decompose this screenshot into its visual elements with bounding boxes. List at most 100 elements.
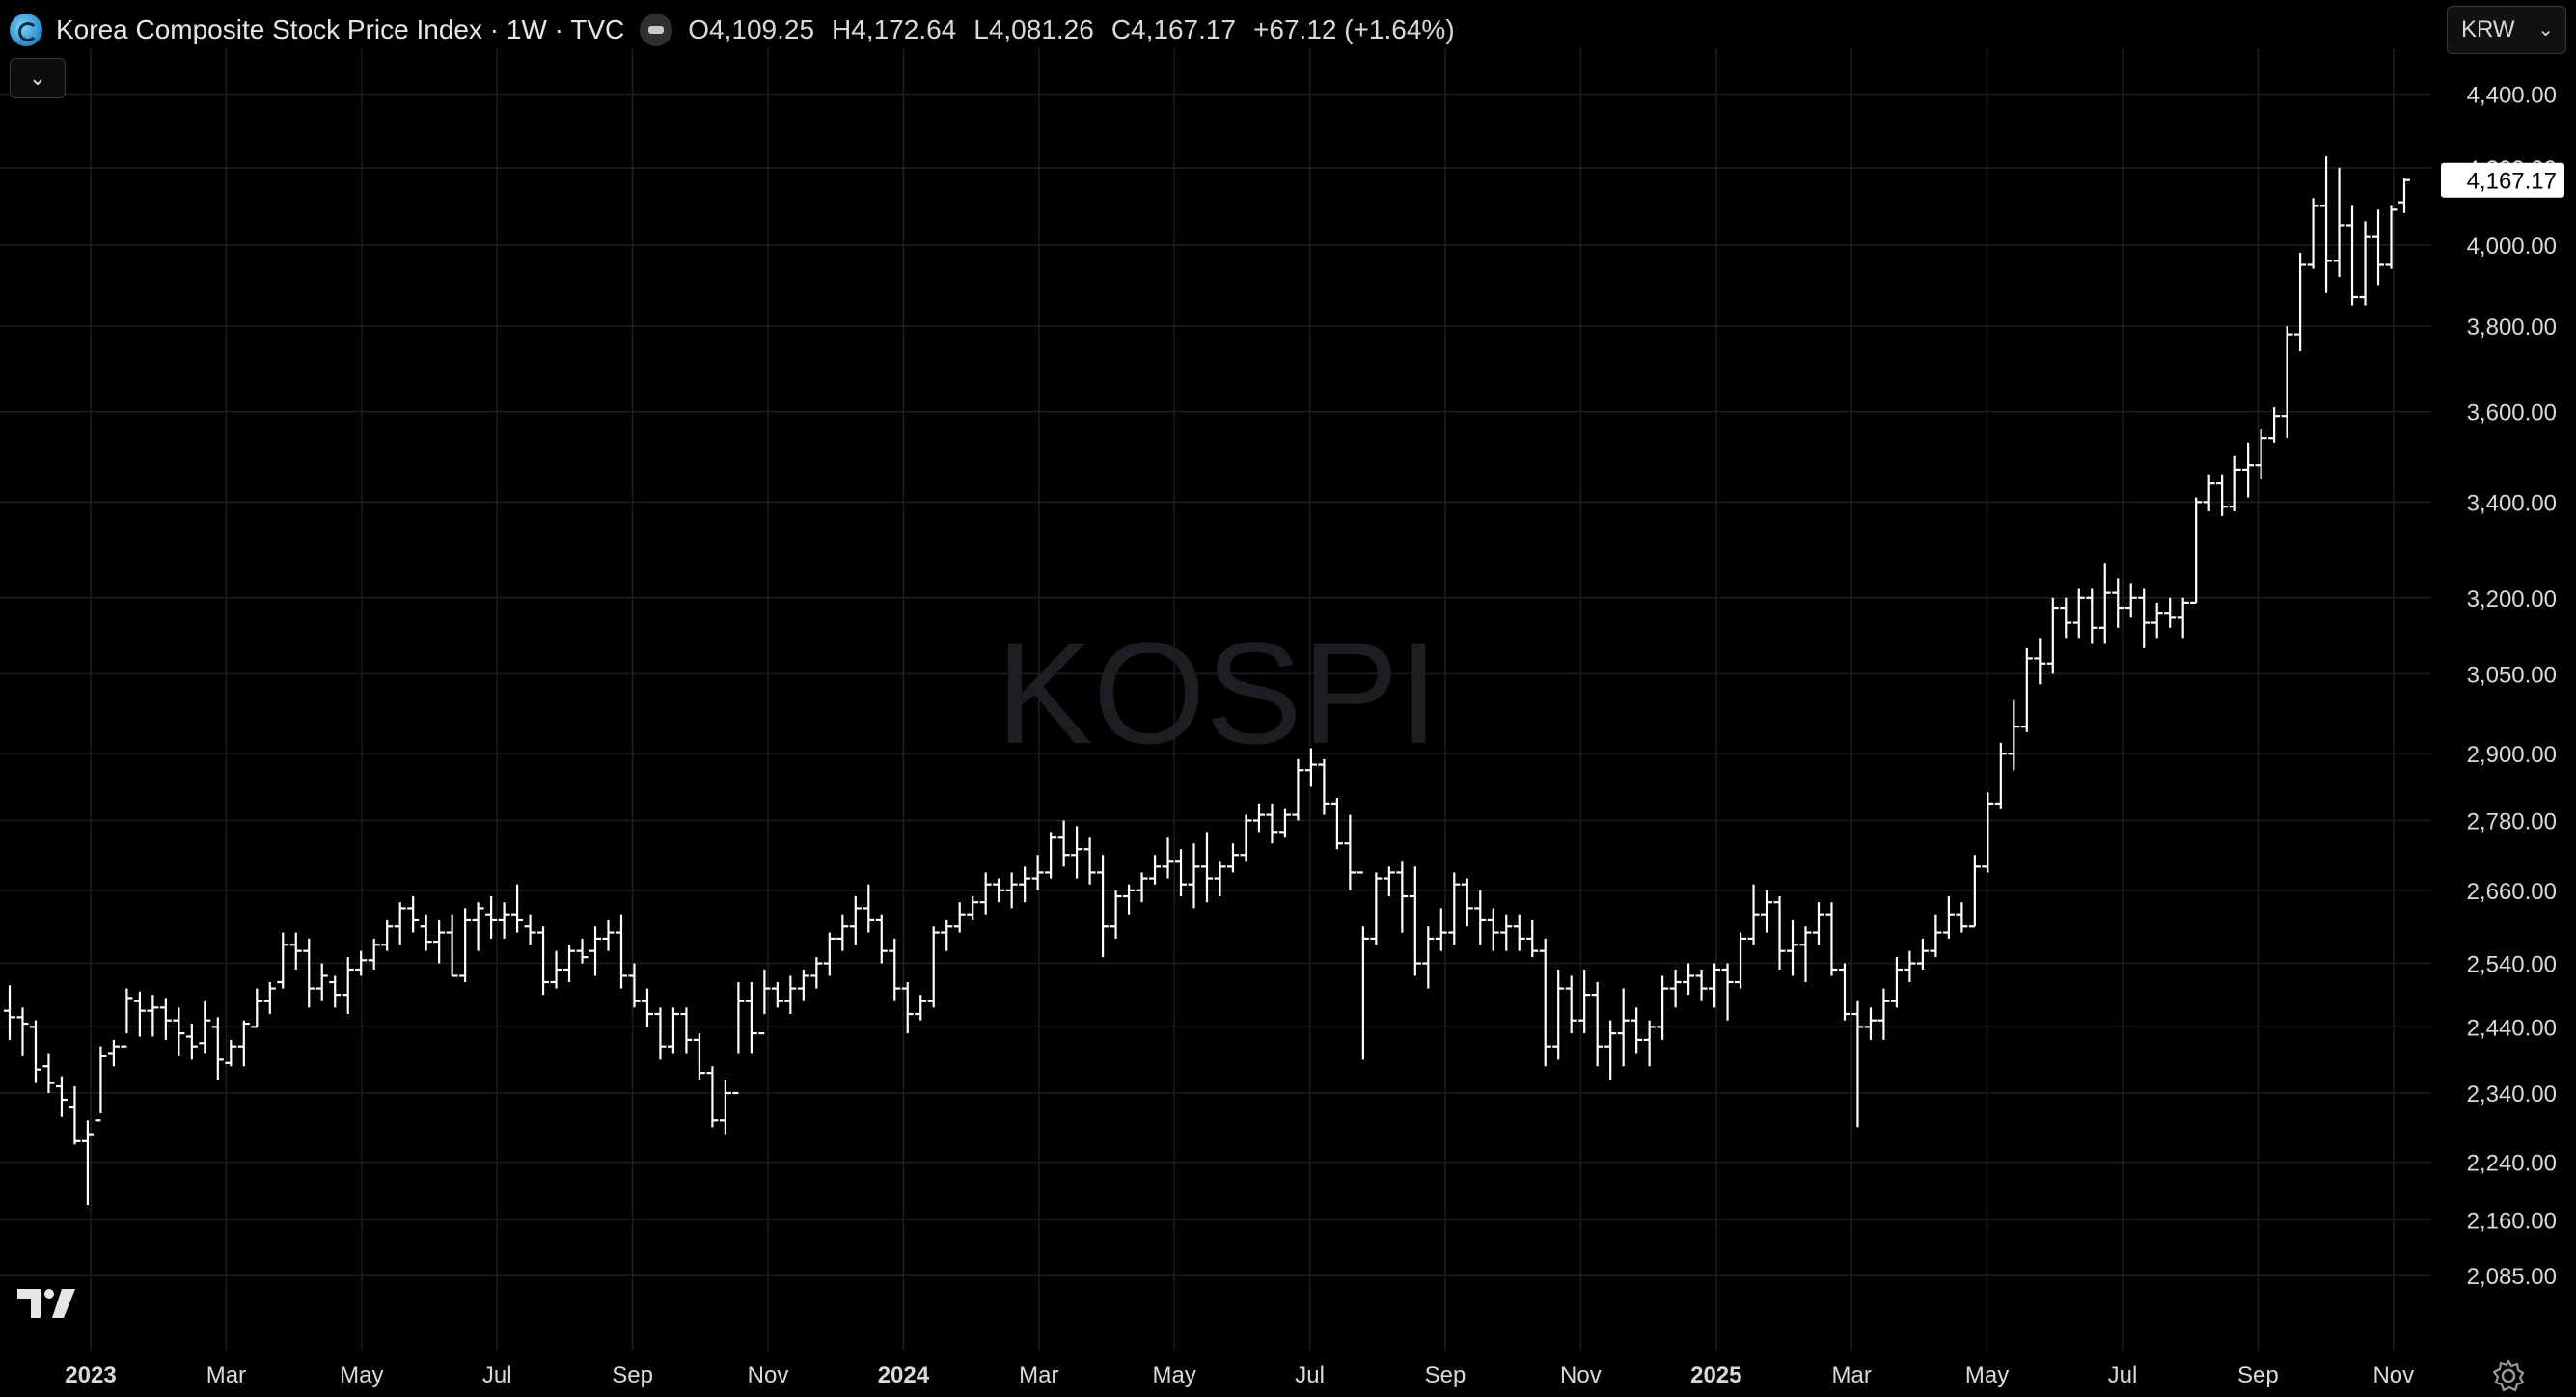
ohlc-bar — [2177, 597, 2189, 639]
ohlc-bar — [2060, 597, 2072, 639]
ohlc-bar — [1474, 890, 1487, 945]
chevron-down-icon: ⌄ — [28, 66, 47, 90]
ohlc-bar — [95, 1046, 107, 1122]
ohlc-bar — [1409, 866, 1421, 976]
x-tick-label: May — [1153, 1362, 1196, 1388]
market-status-icon[interactable] — [640, 14, 673, 46]
ohlc-bar — [159, 998, 172, 1040]
ohlc-bar — [889, 938, 901, 1001]
y-tick-label: 4,000.00 — [2467, 233, 2557, 260]
ohlc-bar — [1266, 803, 1278, 844]
ohlc-bar — [602, 919, 615, 951]
ohlc-bar — [1071, 826, 1083, 879]
y-tick-label: 4,400.00 — [2467, 83, 2557, 109]
last-price-badge — [2441, 162, 2564, 198]
ohlc-bar — [758, 969, 771, 1035]
ohlc-bar — [173, 1007, 185, 1056]
ohlc-bar — [1787, 919, 1799, 976]
y-tick-label: 2,540.00 — [2467, 952, 2557, 978]
ohlc-bar — [1904, 950, 1916, 983]
close-value: C4,167.17 — [1110, 14, 1237, 44]
ohlc-bar — [1942, 896, 1955, 939]
ohlc-bar — [2359, 221, 2371, 306]
x-tick-label: 2024 — [878, 1362, 930, 1388]
ohlc-bar — [2072, 588, 2085, 639]
ohlc-bar — [641, 988, 653, 1027]
ohlc-bar — [1539, 938, 1551, 1067]
ohlc-bar — [2346, 205, 2359, 306]
ohlc-bar — [915, 995, 927, 1021]
ohlc-bar — [1773, 896, 1786, 970]
collapse-legend-button[interactable]: ⌄ — [10, 58, 66, 98]
ohlc-bar — [1956, 902, 1968, 933]
currency-label: KRW — [2461, 16, 2515, 42]
ohlc-bar — [1123, 884, 1136, 915]
ohlc-bar — [225, 1039, 237, 1067]
ohlc-bar — [29, 1020, 41, 1083]
ohlc-bar — [2281, 325, 2293, 439]
y-tick-label: 3,050.00 — [2467, 662, 2557, 688]
x-tick-label: 2023 — [65, 1362, 116, 1388]
x-tick-label: Jul — [1295, 1362, 1325, 1388]
ohlc-bar — [1083, 837, 1096, 885]
gear-icon[interactable] — [2491, 1358, 2526, 1393]
ohlc-bar — [42, 1053, 55, 1094]
ohlc-bar — [901, 982, 914, 1034]
y-tick-label: 2,085.00 — [2467, 1264, 2557, 1290]
index-symbol-icon[interactable] — [10, 14, 42, 46]
x-tick-label: Jul — [482, 1362, 512, 1388]
y-tick-label: 2,660.00 — [2467, 879, 2557, 905]
ohlc-bar — [1721, 963, 1734, 1021]
ohlc-bar — [1631, 1007, 1643, 1054]
ohlc-bar — [1617, 988, 1630, 1067]
y-tick-label: 3,400.00 — [2467, 490, 2557, 516]
ohlc-bar — [1709, 963, 1721, 1008]
ohlc-bar — [941, 919, 953, 951]
ohlc-bar — [1487, 908, 1499, 951]
ohlc-bar — [1175, 849, 1188, 897]
ohlc-bar — [1201, 832, 1213, 903]
open-value: O4,109.25 — [688, 14, 815, 44]
x-tick-label: Jul — [2108, 1362, 2138, 1388]
ohlc-bar — [524, 914, 536, 945]
ohlc-bar — [1500, 914, 1513, 951]
ohlc-bar — [589, 926, 602, 976]
ohlc-bar — [563, 945, 576, 983]
ohlc-bar — [107, 1039, 120, 1067]
tradingview-logo-icon[interactable] — [17, 1287, 77, 1320]
ohlc-bar — [472, 902, 484, 951]
x-tick-label: Nov — [2372, 1362, 2414, 1388]
ohlc-bar — [2034, 638, 2046, 685]
x-tick-label: May — [340, 1362, 383, 1388]
ohlc-bar — [2385, 205, 2398, 269]
ohlc-bar — [576, 938, 589, 964]
ohlc-bar — [1448, 872, 1461, 945]
ohlc-bar — [2164, 597, 2177, 628]
ohlc-bar — [1396, 861, 1409, 933]
ohlc-bar — [1019, 866, 1031, 903]
ohlc-bar — [1604, 1020, 1617, 1081]
symbol-title[interactable]: Korea Composite Stock Price Index · 1W ·… — [56, 14, 625, 44]
ohlc-bar — [1643, 1020, 1656, 1067]
ohlc-bar — [2203, 474, 2215, 512]
ohlc-bar — [1304, 748, 1317, 787]
chevron-down-icon: ⌄ — [2537, 19, 2554, 41]
ohlc-bar — [927, 926, 940, 1008]
ohlc-bar — [1357, 871, 1369, 1060]
ohlc-bar — [1565, 975, 1577, 1034]
ohlc-bar — [263, 982, 276, 1015]
ohlc-bar — [1851, 1000, 1864, 1128]
ohlc-bar — [993, 878, 1005, 903]
ohlc-bar — [2216, 474, 2229, 516]
currency-selector[interactable]: KRW ⌄ — [2447, 6, 2566, 54]
ohlc-bar — [1252, 803, 1265, 833]
ohlc-bar — [459, 908, 472, 983]
x-tick-label: Sep — [1425, 1362, 1466, 1388]
ohlc-bar — [719, 1080, 731, 1135]
ohlc-bar — [433, 919, 446, 964]
ohlc-bar — [420, 914, 432, 951]
ohlc-bar — [1864, 1007, 1877, 1040]
ohlc-bar — [1214, 861, 1226, 897]
ohlc-bar — [2333, 167, 2345, 277]
